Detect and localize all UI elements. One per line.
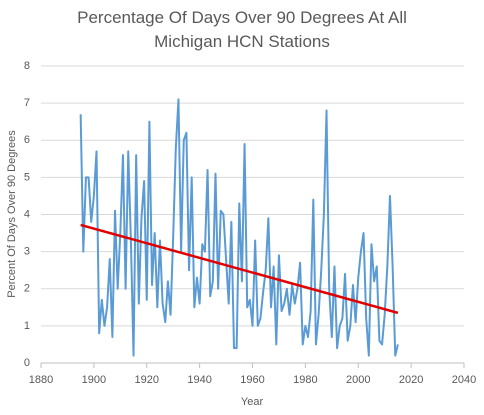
x-axis-label: Year: [241, 396, 264, 408]
x-tick-label: 2020: [399, 374, 423, 386]
x-tick-label: 1920: [135, 374, 159, 386]
y-tick-label: 6: [24, 134, 30, 146]
y-tick-label: 4: [24, 208, 30, 220]
x-tick-label: 1900: [82, 374, 106, 386]
chart-title: Percentage Of Days Over 90 Degrees At Al…: [77, 8, 407, 51]
x-tick-label: 2040: [452, 374, 476, 386]
series-line: [79, 98, 399, 357]
y-tick-label: 1: [24, 320, 30, 332]
y-axis-label: Percent Of Days Over 90 Degrees: [6, 130, 18, 298]
x-tick-label: 1960: [240, 374, 264, 386]
y-tick-label: 3: [24, 246, 30, 258]
y-tick-label: 8: [24, 60, 30, 72]
series-line: [80, 223, 399, 315]
x-tick-label: 1980: [293, 374, 317, 386]
y-tick-label: 0: [24, 357, 30, 369]
y-tick-label: 7: [24, 97, 30, 109]
y-tick-label: 5: [24, 171, 30, 183]
x-tick-label: 1880: [29, 374, 53, 386]
x-tick-label: 2000: [346, 374, 370, 386]
x-tick-label: 1940: [187, 374, 211, 386]
y-tick-label: 2: [24, 283, 30, 295]
